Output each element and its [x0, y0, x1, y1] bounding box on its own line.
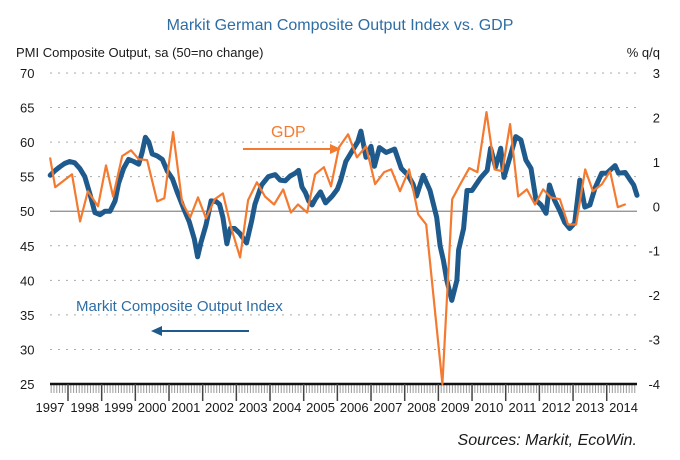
x-tick-label: 2003	[239, 400, 268, 415]
right-y-tick-label: -3	[648, 333, 660, 348]
x-tick-label: 1999	[104, 400, 133, 415]
left-y-tick-label: 65	[20, 101, 34, 116]
x-tick-label: 1998	[70, 400, 99, 415]
x-tick-label: 2008	[407, 400, 436, 415]
gdp-annotation-arrowhead-icon	[330, 144, 341, 154]
x-tick-label: 2010	[474, 400, 503, 415]
left-y-tick-label: 35	[20, 308, 34, 323]
gdp-annotation: GDP	[243, 124, 341, 154]
left-y-tick-label: 25	[20, 377, 34, 392]
gdp-line	[49, 111, 626, 386]
right-y-axis: 3 2 1 0 -1 -2 -3 -4	[648, 66, 660, 392]
right-y-tick-label: 3	[653, 66, 660, 81]
left-y-tick-label: 30	[20, 342, 34, 357]
x-tick-label: 2001	[171, 400, 200, 415]
left-y-tick-label: 50	[20, 204, 34, 219]
x-tick-label: 2009	[441, 400, 470, 415]
pmi-annotation-label: Markit Composite Output Index	[76, 298, 283, 315]
x-axis: 1997 1998 1999 2000 2001 2002 2003 2004 2005 2006…	[36, 382, 638, 415]
series-layer	[47, 111, 640, 386]
right-y-tick-label: -1	[648, 244, 660, 259]
right-axis-title: % q/q	[627, 45, 660, 60]
x-tick-label: 2000	[138, 400, 167, 415]
pmi-annotation: Markit Composite Output Index	[76, 298, 283, 336]
x-tick-label: 2005	[306, 400, 335, 415]
x-tick-label: 2013	[575, 400, 604, 415]
source-note: Sources: Markit, EcoWin.	[458, 432, 637, 449]
left-y-tick-label: 60	[20, 135, 34, 150]
pmi-line	[47, 128, 640, 303]
left-y-tick-label: 55	[20, 170, 34, 185]
right-y-tick-label: 1	[653, 155, 660, 170]
x-tick-label: 2007	[373, 400, 402, 415]
right-y-tick-label: 0	[653, 199, 660, 214]
left-y-tick-label: 45	[20, 239, 34, 254]
pmi-series	[47, 128, 640, 303]
right-y-tick-label: -2	[648, 288, 660, 303]
x-tick-label: 2002	[205, 400, 234, 415]
x-tick-label: 2014	[609, 400, 638, 415]
left-y-tick-label: 40	[20, 273, 34, 288]
left-y-tick-label: 70	[20, 66, 34, 81]
right-y-tick-label: -4	[648, 377, 660, 392]
chart-title: Markit German Composite Output Index vs.…	[167, 17, 514, 34]
pmi-annotation-arrowhead-icon	[151, 326, 162, 336]
gridlines	[50, 72, 637, 350]
left-axis-title: PMI Composite Output, sa (50=no change)	[16, 45, 264, 60]
right-y-tick-label: 2	[653, 110, 660, 125]
x-tick-label: 2011	[509, 400, 537, 415]
x-tick-label: 2006	[340, 400, 369, 415]
gdp-series	[49, 111, 626, 386]
x-tick-label: 2012	[542, 400, 571, 415]
x-tick-label: 1997	[36, 400, 65, 415]
left-y-axis: 70 65 60 55 50 45 40 35 30 25	[20, 66, 34, 392]
x-tick-label: 2004	[272, 400, 301, 415]
gdp-annotation-label: GDP	[271, 124, 306, 141]
